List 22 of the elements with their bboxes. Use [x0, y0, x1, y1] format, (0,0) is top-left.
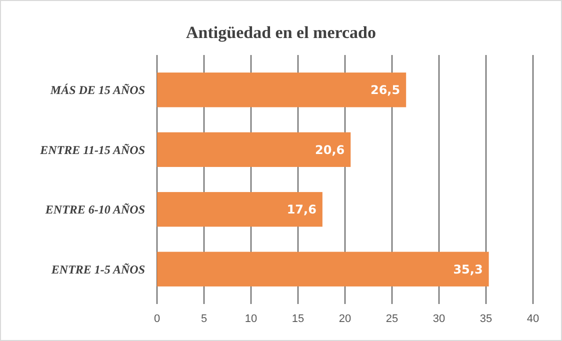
bar	[157, 132, 351, 167]
x-tick-label: 10	[244, 313, 258, 325]
y-tick-label: ENTRE 11-15 AÑOS	[39, 142, 146, 157]
y-tick-label: ENTRE 6-10 AÑOS	[44, 202, 146, 217]
y-tick-label: ENTRE 1-5 AÑOS	[50, 262, 146, 276]
data-label: 35,3	[453, 262, 483, 276]
x-tick-label: 15	[292, 313, 304, 325]
x-tick-label: 0	[154, 313, 160, 325]
data-label: 17,6	[286, 202, 316, 217]
x-tick-label: 20	[338, 313, 352, 325]
y-tick-label: MÁS DE 15 AÑOS	[49, 83, 146, 98]
data-label: 20,6	[315, 142, 345, 157]
x-tick-label: 35	[480, 313, 492, 325]
x-tick-label: 25	[386, 313, 398, 325]
chart-title: Antigüedad en el mercado	[186, 23, 376, 42]
x-tick-label: 40	[526, 313, 540, 325]
data-label: 26,5	[370, 83, 400, 98]
bar	[157, 252, 489, 286]
x-tick-label: 5	[200, 313, 208, 325]
bar	[157, 72, 406, 108]
x-tick-label: 30	[432, 313, 446, 325]
bar	[157, 192, 322, 227]
